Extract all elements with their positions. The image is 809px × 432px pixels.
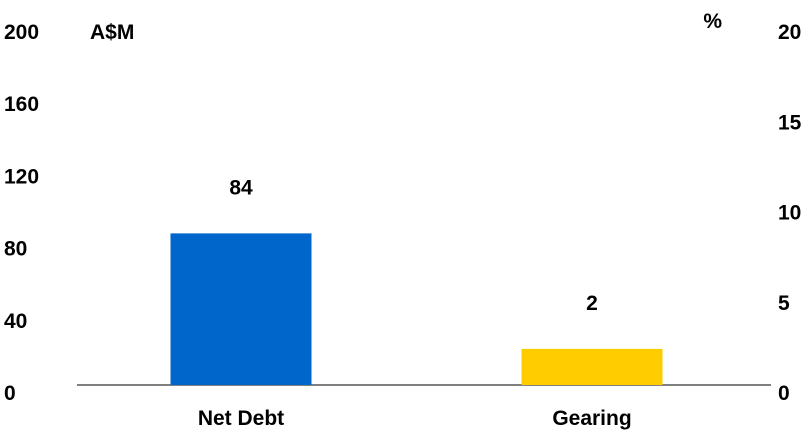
left-axis-tick-label: 80 <box>4 238 27 261</box>
bar-net-debt <box>170 233 312 385</box>
category-labels: Net Debt Gearing <box>198 407 632 430</box>
right-axis-tick-label: 5 <box>778 292 790 315</box>
right-axis-unit-label: % <box>703 10 722 33</box>
category-label: Net Debt <box>198 407 284 430</box>
left-axis-tick-label: 120 <box>4 165 39 188</box>
data-labels: 84 2 <box>229 176 598 315</box>
left-axis-tick-label: 40 <box>4 310 27 333</box>
left-axis-tick-label: 0 <box>4 382 16 405</box>
bar-gearing <box>521 348 663 385</box>
left-axis-unit-label: A$M <box>90 21 134 44</box>
left-axis-tick-label: 160 <box>4 93 39 116</box>
category-label: Gearing <box>552 407 631 430</box>
left-axis-ticks: 0 40 80 120 160 200 <box>4 21 39 405</box>
right-axis-tick-label: 20 <box>778 21 801 44</box>
right-axis-ticks: 0 5 10 15 20 <box>778 21 802 405</box>
data-label: 2 <box>586 292 598 315</box>
data-label: 84 <box>229 176 253 199</box>
right-axis-tick-label: 0 <box>778 382 790 405</box>
right-axis-tick-label: 15 <box>778 111 802 134</box>
right-axis-tick-label: 10 <box>778 202 801 225</box>
bars <box>170 233 663 385</box>
left-axis-tick-label: 200 <box>4 21 39 44</box>
